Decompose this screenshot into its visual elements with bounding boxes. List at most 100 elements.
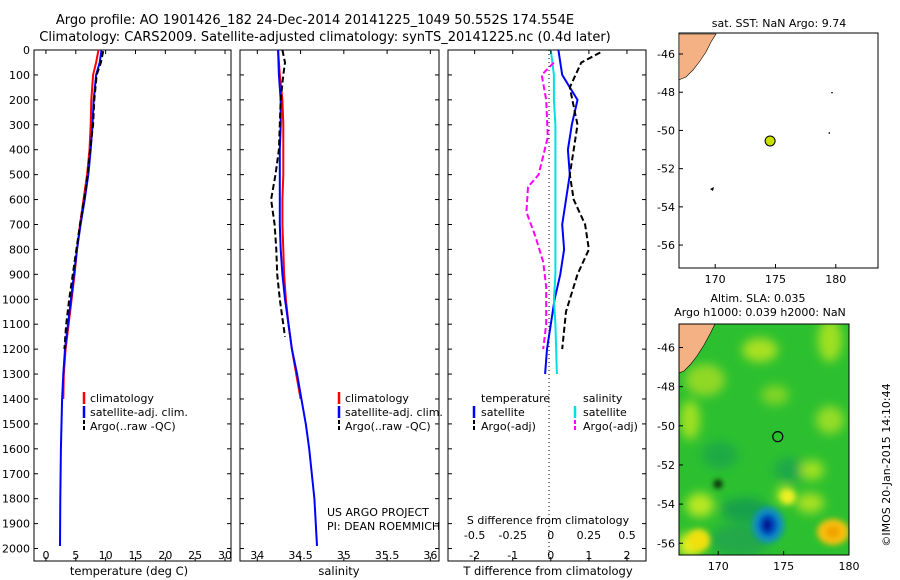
series-line-argo-raw-qc-: [63, 51, 105, 350]
x-tick-label: 175: [773, 560, 794, 573]
y-tick-label: -50: [657, 420, 675, 433]
y-tick-label: 1700: [2, 468, 30, 481]
y-tick-label: -46: [657, 341, 675, 354]
x-tick-label: -2: [469, 549, 480, 562]
x-tick-label: 2: [623, 549, 630, 562]
y-tick-label: 400: [9, 144, 30, 157]
legend-label-sal-satellite: satellite: [583, 406, 627, 419]
y-tick-label: -56: [657, 537, 675, 550]
figure-title-line2: Climatology: CARS2009. Satellite-adjuste…: [39, 30, 611, 45]
salinity-profile-lines: [270, 49, 318, 547]
x-tick-label: 0: [547, 549, 554, 562]
temperature-axes-box: [33, 49, 232, 562]
y-tick-label: -54: [657, 201, 675, 214]
legend-label-temp-satellite: satellite: [481, 406, 525, 419]
x-tick-label: 170: [708, 560, 729, 573]
x-tick-label: 1: [585, 549, 592, 562]
x-tick-label: 170: [705, 273, 726, 286]
y-tick-label: 0: [23, 44, 30, 57]
y-tick-label: 1600: [2, 443, 30, 456]
y-tick-label: 900: [9, 268, 30, 281]
salinity-tick-label: 0.5: [618, 529, 636, 542]
y-tick-label: 700: [9, 218, 30, 231]
y-tick-label: 600: [9, 194, 30, 207]
temperature-panel: 0 5 10 15 20 25 300100200300400500600700800900…: [2, 44, 232, 578]
y-tick-label: -48: [657, 86, 675, 99]
y-tick-label: 1000: [2, 293, 30, 306]
y-tick-label: -56: [657, 239, 675, 252]
x-tick-label: 0: [42, 549, 49, 562]
series-line-argo-raw-qc-: [270, 49, 287, 337]
salinity-axis-ticks: 34 34.5 35 35.5 36: [240, 49, 439, 562]
difference-profile-lines: [525, 49, 601, 375]
x-tick-label: 35: [337, 549, 351, 562]
y-tick-label: 800: [9, 243, 30, 256]
y-tick-label: -48: [657, 381, 675, 394]
y-tick-label: -52: [657, 163, 675, 176]
y-tick-label: 1900: [2, 518, 30, 531]
salinity-tick-label: -0.5: [464, 529, 485, 542]
y-tick-label: 2000: [2, 543, 30, 556]
y-tick-label: 1300: [2, 368, 30, 381]
sla-map-title-line2: Argo h1000: 0.039 h2000: NaN: [674, 306, 846, 319]
salinity-tick-label: 0.25: [577, 529, 602, 542]
y-tick-label: -52: [657, 459, 675, 472]
x-tick-label: 175: [765, 273, 786, 286]
x-tick-label: 34: [250, 549, 264, 562]
s-difference-label: S difference from climatology: [467, 514, 630, 527]
salinity-legend: climatology satellite-adj. clim. Argo(..…: [337, 392, 443, 433]
salinity-tick-label: 0: [547, 529, 554, 542]
difference-panel: -2 -1 0 1 2 -0.5 -0.25 0 0.25 0.5 temperature sal…: [447, 49, 647, 578]
y-tick-label: 200: [9, 94, 30, 107]
y-tick-label: -46: [657, 48, 675, 61]
salinity-xlabel: salinity: [318, 564, 359, 578]
salinity-panel: 34 34.5 35 35.5 36 climatology satellite-adj…: [239, 49, 443, 578]
x-tick-label: 5: [72, 549, 79, 562]
x-tick-label: 20: [158, 549, 172, 562]
salinity-tick-label: -0.25: [498, 529, 526, 542]
sst-map-axis-ticks: 170 175 180 -46 -48 -50 -52 -54 -56: [657, 48, 846, 286]
difference-legend: temperature salinity satellite Argo(-adj…: [472, 392, 638, 433]
y-tick-label: 300: [9, 119, 30, 132]
x-tick-label: 10: [99, 549, 113, 562]
float-position-marker: [764, 135, 776, 147]
legend-label-temp-argo: Argo(-adj): [481, 420, 536, 433]
sst-map-title: sat. SST: NaN Argo: 9.74: [712, 17, 846, 30]
series-line-satellite: [549, 49, 558, 375]
x-tick-label: 30: [218, 549, 232, 562]
x-tick-label: 180: [839, 560, 860, 573]
new-zealand-land: [678, 33, 717, 81]
sla-map-panel: Altim. SLA: 0.035 Argo h1000: 0.039 h200…: [657, 292, 859, 573]
x-tick-label: 15: [128, 549, 142, 562]
islet: [831, 92, 833, 94]
temperature-profile-lines: [59, 49, 105, 547]
y-tick-label: 1100: [2, 318, 30, 331]
legend-label-climatology: climatology: [90, 392, 154, 405]
sla-map-title-line1: Altim. SLA: 0.035: [710, 292, 805, 305]
x-tick-label: 180: [825, 273, 846, 286]
series-line-satellite: [544, 49, 579, 375]
pi-annotation: PI: DEAN ROEMMICH: [327, 520, 440, 533]
y-tick-label: -54: [657, 498, 675, 511]
x-tick-label: 36: [423, 549, 437, 562]
x-tick-label: 35.5: [375, 549, 400, 562]
difference-axis-ticks: -2 -1 0 1 2 -0.5 -0.25 0 0.25 0.5: [448, 49, 646, 562]
float-position-marker: [772, 431, 784, 443]
sst-map-panel: sat. SST: NaN Argo: 9.74 170 175 180 -46 -48…: [657, 17, 879, 286]
legend-label-satellite: satellite-adj. clim.: [345, 406, 443, 419]
legend-label-argo: Argo(..raw -QC): [90, 420, 176, 433]
salinity-axes-box: [239, 49, 440, 562]
temperature-xlabel: temperature (deg C): [70, 564, 188, 578]
new-zealand-land: [678, 323, 716, 374]
sla-map-axis-ticks: 170 175 180 -46 -48 -50 -52 -54 -56: [657, 341, 859, 573]
x-tick-label: 34.5: [288, 549, 313, 562]
series-line-argo-adj-: [525, 61, 555, 350]
y-tick-label: 1500: [2, 418, 30, 431]
project-annotation: US ARGO PROJECT: [327, 506, 429, 519]
legend-label-argo: Argo(..raw -QC): [345, 420, 431, 433]
series-line-satellite-adj-clim-: [277, 49, 318, 547]
temperature-legend: climatology satellite-adj. clim. Argo(..…: [82, 392, 188, 433]
credit-text: ©IMOS 20-Jan-2015 14:10:44: [880, 383, 893, 546]
t-difference-xlabel: T difference from climatology: [462, 564, 633, 578]
